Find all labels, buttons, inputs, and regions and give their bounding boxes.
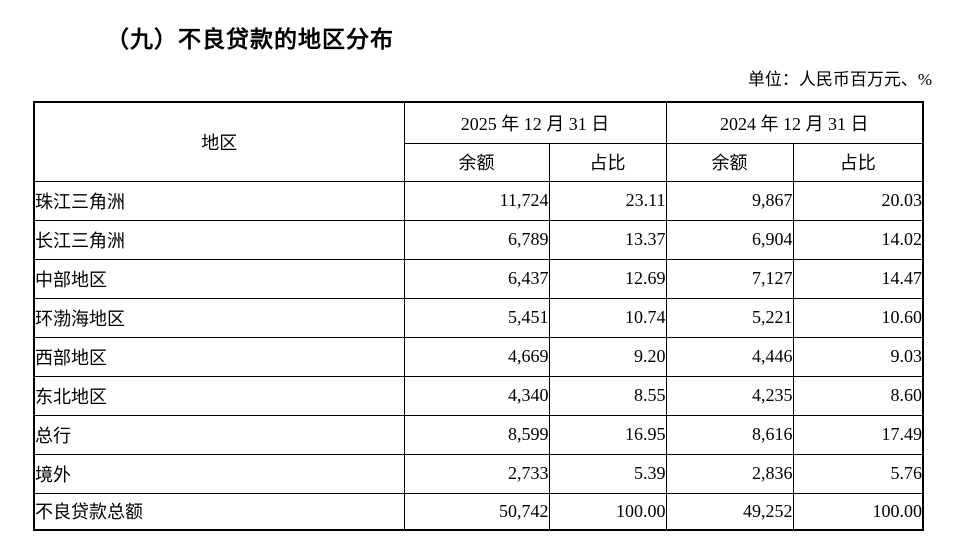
- period-2024-header: 2024 年 12 月 31 日: [665, 101, 924, 144]
- region-cell: 长江三角洲: [33, 219, 405, 260]
- share-2024-cell: 17.49: [792, 414, 924, 455]
- balance-2025-cell: 11,724: [403, 180, 550, 221]
- unit-note: 单位：人民币百万元、%: [747, 70, 932, 89]
- share-2025-cell: 16.95: [548, 414, 667, 455]
- balance-2024-cell: 9,867: [665, 180, 794, 221]
- total-balance-2024-cell: 49,252: [665, 492, 794, 531]
- share-2024-cell: 5.76: [792, 453, 924, 494]
- balance-2024-header: 余额: [665, 142, 794, 182]
- table-row: 总行 8,599 16.95 8,616 17.49: [33, 414, 924, 455]
- balance-2025-cell: 4,669: [403, 336, 550, 377]
- balance-2024-cell: 2,836: [665, 453, 794, 494]
- balance-2025-cell: 2,733: [403, 453, 550, 494]
- region-column-header: 地区: [33, 101, 405, 182]
- table-row: 中部地区 6,437 12.69 7,127 14.47: [33, 258, 924, 299]
- balance-2024-cell: 6,904: [665, 219, 794, 260]
- balance-2025-cell: 8,599: [403, 414, 550, 455]
- table-row: 环渤海地区 5,451 10.74 5,221 10.60: [33, 297, 924, 338]
- balance-2024-cell: 5,221: [665, 297, 794, 338]
- share-2025-cell: 5.39: [548, 453, 667, 494]
- total-label-cell: 不良贷款总额: [33, 492, 405, 531]
- header-row-periods: 地区 2025 年 12 月 31 日 2024 年 12 月 31 日: [33, 101, 924, 182]
- region-cell: 总行: [33, 414, 405, 455]
- period-2025-header: 2025 年 12 月 31 日: [403, 101, 667, 144]
- balance-2024-cell: 4,446: [665, 336, 794, 377]
- share-2024-cell: 10.60: [792, 297, 924, 338]
- share-2025-header: 占比: [548, 142, 667, 182]
- share-2025-cell: 23.11: [548, 180, 667, 221]
- balance-2024-cell: 8,616: [665, 414, 794, 455]
- balance-2025-cell: 5,451: [403, 297, 550, 338]
- share-2025-cell: 13.37: [548, 219, 667, 260]
- table-row: 东北地区 4,340 8.55 4,235 8.60: [33, 375, 924, 416]
- share-2025-cell: 12.69: [548, 258, 667, 299]
- balance-2025-cell: 6,437: [403, 258, 550, 299]
- table-row: 珠江三角洲 11,724 23.11 9,867 20.03: [33, 180, 924, 221]
- balance-2025-cell: 6,789: [403, 219, 550, 260]
- share-2024-cell: 8.60: [792, 375, 924, 416]
- total-row: 不良贷款总额 50,742 100.00 49,252 100.00: [33, 492, 924, 531]
- header-row-measures: 余额 占比 余额 占比: [34, 142, 924, 182]
- share-2025-cell: 9.20: [548, 336, 667, 377]
- total-balance-2025-cell: 50,742: [403, 492, 550, 531]
- region-cell: 东北地区: [33, 375, 405, 416]
- share-2024-cell: 9.03: [792, 336, 924, 377]
- region-cell: 珠江三角洲: [33, 180, 405, 221]
- table-row: 长江三角洲 6,789 13.37 6,904 14.02: [33, 219, 924, 260]
- share-2024-cell: 14.02: [792, 219, 924, 260]
- balance-2025-cell: 4,340: [403, 375, 550, 416]
- share-2024-header: 占比: [792, 142, 924, 182]
- table-row: 西部地区 4,669 9.20 4,446 9.03: [33, 336, 924, 377]
- total-share-2025-cell: 100.00: [548, 492, 667, 531]
- table-row: 境外 2,733 5.39 2,836 5.76: [33, 453, 924, 494]
- region-cell: 境外: [33, 453, 405, 494]
- share-2025-cell: 8.55: [548, 375, 667, 416]
- balance-2024-cell: 7,127: [665, 258, 794, 299]
- share-2024-cell: 20.03: [792, 180, 924, 221]
- balance-2025-header: 余额: [403, 142, 550, 182]
- region-cell: 环渤海地区: [33, 297, 405, 338]
- npl-region-table: 地区 2025 年 12 月 31 日 2024 年 12 月 31 日 余额 …: [33, 101, 924, 531]
- share-2025-cell: 10.74: [548, 297, 667, 338]
- total-share-2024-cell: 100.00: [792, 492, 924, 531]
- region-cell: 中部地区: [33, 258, 405, 299]
- region-cell: 西部地区: [33, 336, 405, 377]
- section-title: （九）不良贷款的地区分布: [106, 27, 394, 52]
- balance-2024-cell: 4,235: [665, 375, 794, 416]
- share-2024-cell: 14.47: [792, 258, 924, 299]
